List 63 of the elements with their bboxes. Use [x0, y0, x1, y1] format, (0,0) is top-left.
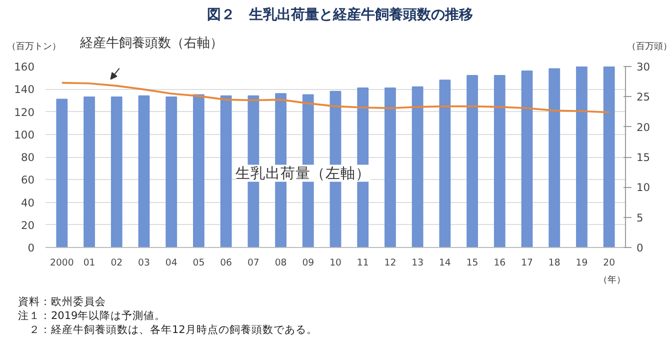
- x-tick-label: 12: [384, 258, 396, 268]
- x-tick-label: 19: [576, 258, 588, 268]
- x-tick-label: 07: [247, 258, 260, 268]
- x-tick-label: 18: [548, 258, 560, 268]
- bar: [494, 75, 506, 248]
- text: 資料：欧州委員会: [18, 295, 107, 310]
- x-tick-label: 09: [302, 258, 314, 268]
- y2-tick-label: 25: [636, 90, 650, 104]
- bar: [384, 87, 396, 248]
- x-tick-label: 08: [274, 258, 287, 268]
- y-tick-label: 0: [28, 242, 35, 254]
- y-tick-label: 120: [14, 106, 35, 119]
- y2-tick-label: 5: [636, 211, 644, 224]
- y-tick-label: 100: [14, 128, 35, 142]
- y-tick-label: 40: [20, 196, 35, 210]
- x-tick-label: 04: [165, 258, 178, 268]
- x-tick-label: 03: [138, 258, 150, 268]
- line-series: [61, 82, 610, 114]
- y-tick-label: 20: [20, 218, 35, 232]
- bar: [576, 66, 588, 248]
- y-tick-label: 60: [20, 174, 35, 187]
- y-tick-label: 160: [14, 60, 35, 74]
- bar: [548, 68, 560, 248]
- bar: [193, 94, 204, 248]
- x-tick-label: 02: [110, 258, 123, 268]
- bar: [166, 96, 178, 248]
- x-tick-label: 15: [466, 258, 478, 268]
- x-tick-label: 20: [603, 258, 616, 268]
- y2-tick-label: 0: [636, 242, 644, 254]
- bar: [439, 80, 451, 248]
- bar: [466, 75, 478, 248]
- x-tick-label: 16: [494, 258, 506, 268]
- bar: [138, 95, 150, 248]
- y2-tick-label: 30: [636, 60, 650, 74]
- x-tick-label: 01: [83, 258, 96, 268]
- bar: [84, 96, 95, 248]
- x-tick-label: 17: [521, 258, 534, 268]
- y2-tick-label: 20: [636, 120, 650, 134]
- x-tick-label: 14: [439, 258, 451, 268]
- chart-title: 図２ 生乳出荷量と経産牛飼養頭数の推移: [207, 6, 473, 25]
- text: 注１：2019年以降は予測値。: [18, 309, 167, 324]
- x-axis-title: （年）: [598, 274, 626, 286]
- text: ２：経産牛飼養頭数は、各年12月時点の飼養頭数である。: [28, 323, 318, 338]
- y-tick-label: 140: [14, 83, 35, 96]
- x-tick-label: 11: [356, 258, 369, 268]
- series-label: 生乳出荷量（左軸）: [236, 164, 371, 182]
- bar: [521, 70, 533, 248]
- y-tick-label: 80: [20, 151, 35, 164]
- bar: [220, 95, 232, 248]
- text: 経産牛飼養頭数（右軸）: [80, 35, 223, 53]
- bar: [110, 96, 122, 248]
- bar: [56, 98, 68, 248]
- x-tick-label: 13: [412, 258, 424, 268]
- x-tick-label: 05: [192, 258, 205, 268]
- y2-axis-title: （百万頭）: [627, 41, 670, 54]
- x-tick-label: 10: [330, 258, 342, 268]
- x-tick-label: 2000: [50, 258, 74, 268]
- bar: [603, 66, 615, 248]
- y-axis-title: （百万トン）: [7, 41, 61, 54]
- y2-tick-label: 10: [636, 181, 650, 194]
- x-tick-label: 06: [220, 258, 232, 268]
- bar: [412, 86, 424, 248]
- y2-tick-label: 15: [636, 151, 650, 164]
